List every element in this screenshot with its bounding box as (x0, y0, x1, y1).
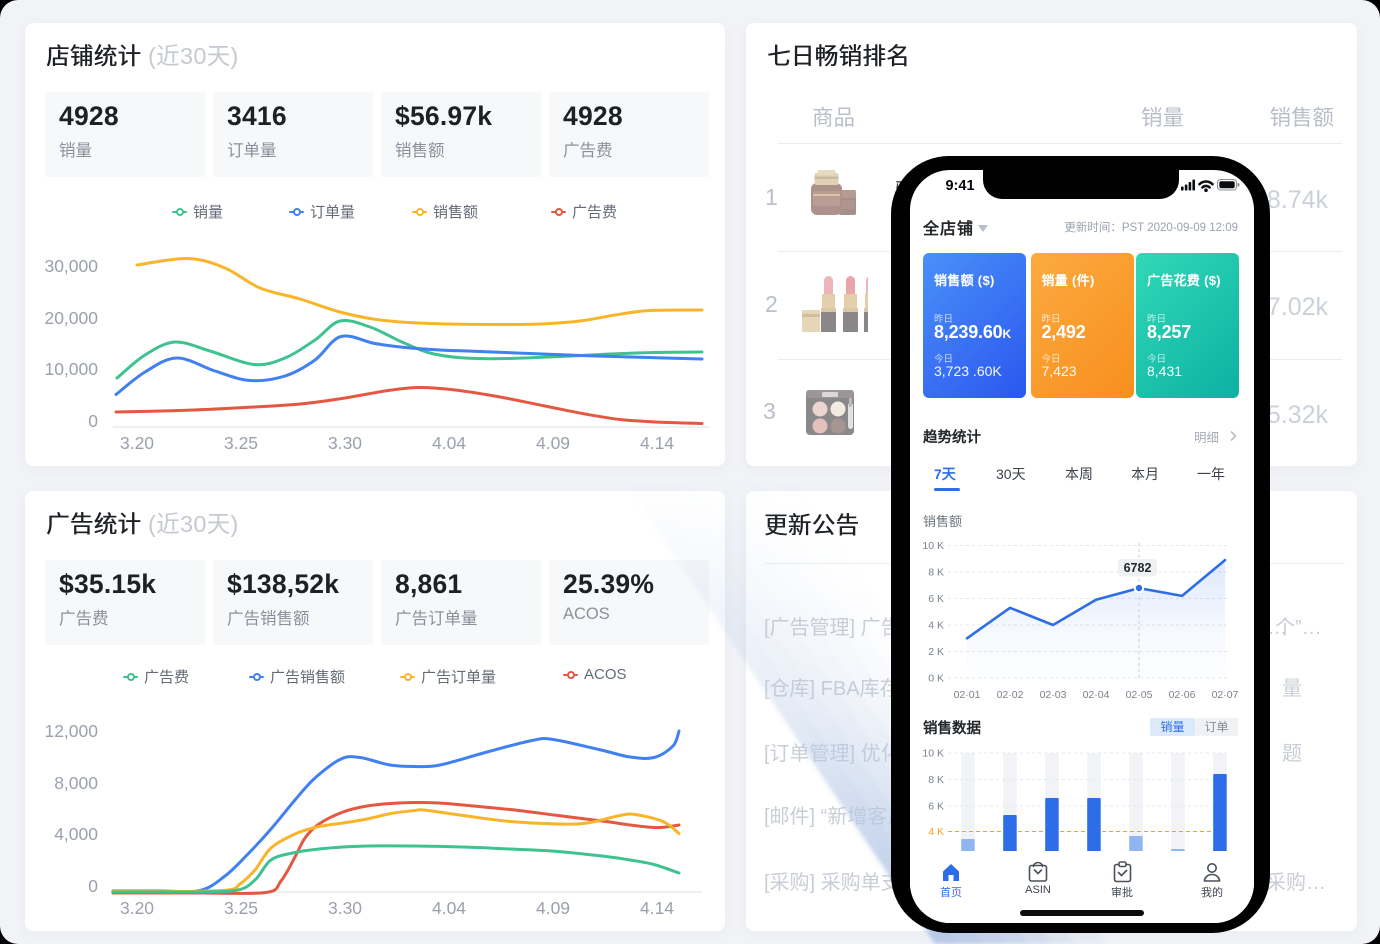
svg-text:02·06: 02·06 (1169, 689, 1196, 701)
svg-text:6 K: 6 K (928, 593, 944, 605)
svg-text:0 K: 0 K (928, 673, 944, 685)
svg-text:10 K: 10 K (922, 540, 944, 552)
svg-text:02·07: 02·07 (1212, 689, 1239, 701)
svg-text:02·03: 02·03 (1040, 689, 1067, 701)
svg-text:10 K: 10 K (922, 748, 944, 760)
svg-text:4 K: 4 K (928, 620, 944, 632)
svg-text:02·02: 02·02 (997, 689, 1024, 701)
svg-text:8 K: 8 K (928, 774, 944, 786)
svg-text:02·04: 02·04 (1083, 689, 1110, 701)
svg-text:8 K: 8 K (928, 567, 944, 579)
svg-text:4 K: 4 K (928, 826, 944, 838)
svg-text:6782: 6782 (1124, 561, 1152, 575)
svg-text:6 K: 6 K (928, 801, 944, 813)
svg-text:02·01: 02·01 (954, 689, 981, 701)
svg-text:02·05: 02·05 (1126, 689, 1153, 701)
svg-text:2 K: 2 K (928, 646, 944, 658)
